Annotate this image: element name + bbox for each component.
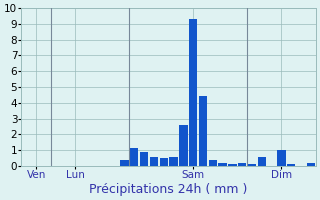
Bar [307,163,315,166]
Bar [140,152,148,166]
Bar [209,160,217,166]
Bar [287,164,295,166]
Bar [258,157,266,166]
X-axis label: Précipitations 24h ( mm ): Précipitations 24h ( mm ) [90,183,248,196]
Bar [160,158,168,166]
Bar [199,96,207,166]
Bar [120,160,129,166]
Bar [179,125,188,166]
Bar [189,19,197,166]
Bar [228,164,236,166]
Bar [150,157,158,166]
Bar [219,163,227,166]
Bar [238,163,246,166]
Bar [277,150,286,166]
Bar [248,164,256,166]
Bar [169,157,178,166]
Bar [130,148,139,166]
